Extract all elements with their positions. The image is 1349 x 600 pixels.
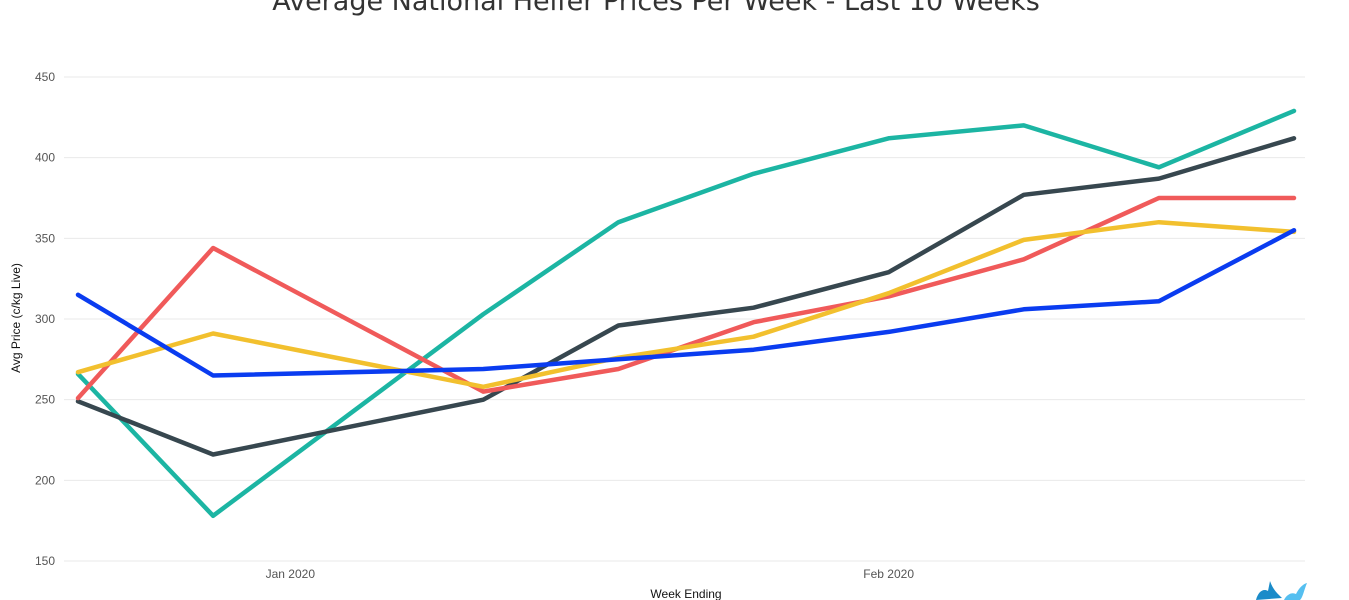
y-tick-label: 300: [35, 312, 55, 326]
y-tick-label: 150: [35, 554, 55, 568]
y-tick-label: 200: [35, 473, 55, 487]
y-tick-label: 250: [35, 393, 55, 407]
series-line-2: [75, 136, 1297, 457]
series-line-3: [75, 195, 1297, 401]
birds-logo-icon: [1256, 581, 1307, 600]
y-axis-title: Avg Price (c/kg Live): [9, 263, 23, 373]
x-tick-label: Jan 2020: [266, 567, 316, 581]
gridlines: [64, 76, 1305, 562]
x-tick-label: Feb 2020: [863, 567, 914, 581]
y-tick-label: 350: [35, 231, 55, 245]
series-line-1: [75, 108, 1297, 519]
x-axis: Jan 2020 Feb 2020: [266, 567, 915, 581]
series-line-4: [75, 219, 1297, 390]
y-tick-label: 450: [35, 70, 55, 84]
y-axis: 150 200 250 300 350 400 450: [35, 70, 55, 568]
series-lines: [75, 108, 1297, 519]
series-line-5: [75, 228, 1297, 378]
x-axis-title: Week Ending: [650, 587, 721, 600]
y-tick-label: 400: [35, 151, 55, 165]
chart-title: Average National Heifer Prices Per Week …: [272, 0, 1040, 17]
